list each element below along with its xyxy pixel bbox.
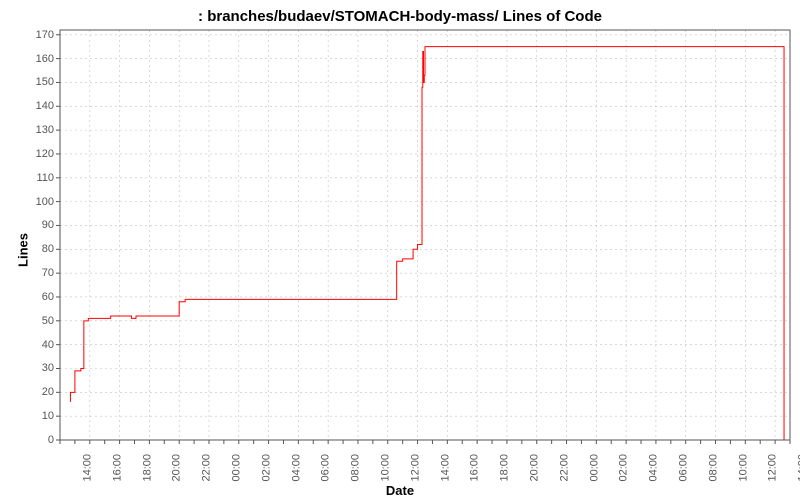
- x-tick-label: 08:00: [350, 454, 362, 482]
- y-tick-label: 30: [24, 362, 54, 374]
- x-tick-label: 14:00: [82, 454, 94, 482]
- x-tick-label: 16:00: [111, 454, 123, 482]
- y-tick-label: 110: [24, 172, 54, 184]
- x-tick-label: 12:00: [767, 454, 779, 482]
- y-tick-label: 60: [24, 291, 54, 303]
- x-tick-label: 02:00: [260, 454, 272, 482]
- y-tick-label: 170: [24, 29, 54, 41]
- y-tick-label: 20: [24, 386, 54, 398]
- x-tick-label: 20:00: [528, 454, 540, 482]
- x-tick-label: 20:00: [171, 454, 183, 482]
- x-tick-label: 16:00: [469, 454, 481, 482]
- chart-container: : branches/budaev/STOMACH-body-mass/ Lin…: [0, 0, 800, 500]
- y-tick-label: 40: [24, 339, 54, 351]
- x-tick-label: 10:00: [379, 454, 391, 482]
- x-tick-label: 22:00: [201, 454, 213, 482]
- y-tick-label: 120: [24, 148, 54, 160]
- plot-svg: [0, 0, 800, 500]
- x-tick-label: 04:00: [648, 454, 660, 482]
- x-tick-label: 04:00: [290, 454, 302, 482]
- x-tick-label: 22:00: [558, 454, 570, 482]
- x-tick-label: 18:00: [141, 454, 153, 482]
- x-tick-label: 00:00: [588, 454, 600, 482]
- x-tick-label: 10:00: [737, 454, 749, 482]
- x-tick-label: 06:00: [320, 454, 332, 482]
- y-tick-label: 80: [24, 243, 54, 255]
- y-tick-label: 70: [24, 267, 54, 279]
- x-tick-label: 14:00: [439, 454, 451, 482]
- y-tick-label: 130: [24, 124, 54, 136]
- y-tick-label: 140: [24, 100, 54, 112]
- y-tick-label: 160: [24, 53, 54, 65]
- y-tick-label: 150: [24, 76, 54, 88]
- x-tick-label: 14:00: [797, 454, 800, 482]
- x-tick-label: 18:00: [499, 454, 511, 482]
- x-tick-label: 06:00: [677, 454, 689, 482]
- y-tick-label: 90: [24, 219, 54, 231]
- y-tick-label: 100: [24, 196, 54, 208]
- x-tick-label: 08:00: [707, 454, 719, 482]
- y-tick-label: 0: [24, 434, 54, 446]
- x-tick-label: 12:00: [409, 454, 421, 482]
- y-tick-label: 50: [24, 315, 54, 327]
- x-tick-label: 02:00: [618, 454, 630, 482]
- x-tick-label: 00:00: [231, 454, 243, 482]
- y-tick-label: 10: [24, 410, 54, 422]
